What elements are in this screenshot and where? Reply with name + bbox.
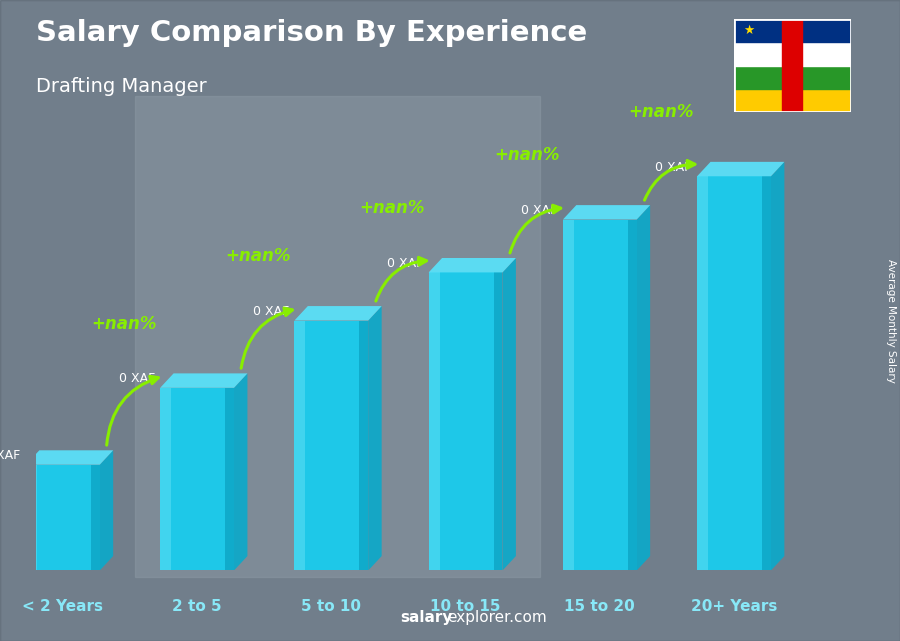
- Text: 20+: 20+: [0, 640, 1, 641]
- Bar: [734, 19, 850, 42]
- Bar: [562, 219, 636, 570]
- Polygon shape: [698, 162, 785, 176]
- Bar: [225, 388, 234, 570]
- Bar: [562, 219, 574, 570]
- Polygon shape: [636, 205, 650, 570]
- Text: Average Monthly Salary: Average Monthly Salary: [886, 258, 896, 383]
- Polygon shape: [368, 306, 382, 570]
- Bar: [91, 465, 100, 570]
- Bar: [493, 272, 502, 570]
- Text: < 2 Years: < 2 Years: [22, 599, 104, 614]
- Polygon shape: [294, 306, 382, 320]
- Polygon shape: [100, 450, 113, 570]
- Polygon shape: [562, 205, 650, 219]
- Bar: [628, 219, 636, 570]
- Polygon shape: [771, 162, 785, 570]
- Text: 20+ Years: 20+ Years: [691, 599, 778, 614]
- Text: 5 to 10: 5 to 10: [302, 599, 361, 614]
- Text: 15: 15: [0, 640, 1, 641]
- Text: ★: ★: [742, 24, 754, 37]
- Text: +nan%: +nan%: [225, 247, 291, 265]
- Text: Years: Years: [0, 640, 1, 641]
- Text: 2 Years: 2 Years: [0, 640, 1, 641]
- Text: +nan%: +nan%: [628, 103, 694, 121]
- Text: to 20: to 20: [0, 640, 1, 641]
- Text: +nan%: +nan%: [494, 146, 560, 164]
- Text: explorer.com: explorer.com: [447, 610, 547, 625]
- Bar: [294, 320, 368, 570]
- Bar: [26, 465, 100, 570]
- Bar: [26, 465, 37, 570]
- Bar: [359, 320, 368, 570]
- Bar: [734, 65, 850, 89]
- Text: 10: 10: [0, 640, 1, 641]
- Text: +nan%: +nan%: [360, 199, 425, 217]
- Bar: [698, 176, 771, 570]
- Text: Salary Comparison By Experience: Salary Comparison By Experience: [36, 19, 587, 47]
- Text: 2: 2: [0, 640, 1, 641]
- Polygon shape: [428, 258, 516, 272]
- Bar: [135, 96, 540, 577]
- Text: +nan%: +nan%: [91, 315, 157, 333]
- Bar: [762, 176, 771, 570]
- Text: 2 to 5: 2 to 5: [172, 599, 222, 614]
- Bar: [782, 19, 802, 112]
- Text: 0 XAF: 0 XAF: [119, 372, 155, 385]
- Bar: [428, 272, 440, 570]
- Text: 0 XAF: 0 XAF: [0, 449, 21, 462]
- Bar: [698, 176, 708, 570]
- Polygon shape: [234, 373, 248, 570]
- Bar: [294, 320, 305, 570]
- Polygon shape: [26, 450, 113, 465]
- Text: 0 XAF: 0 XAF: [387, 257, 423, 270]
- Text: 10 to 15: 10 to 15: [430, 599, 500, 614]
- Text: to 5: to 5: [0, 640, 1, 641]
- Text: 0 XAF: 0 XAF: [655, 161, 692, 174]
- Text: 5: 5: [0, 640, 1, 641]
- Bar: [160, 388, 234, 570]
- Text: 15 to 20: 15 to 20: [564, 599, 635, 614]
- Text: to 15: to 15: [0, 640, 1, 641]
- Text: 0 XAF: 0 XAF: [521, 204, 557, 217]
- Bar: [160, 388, 171, 570]
- Bar: [428, 272, 502, 570]
- Text: 0 XAF: 0 XAF: [253, 305, 289, 318]
- Text: salary: salary: [400, 610, 453, 625]
- Bar: [734, 42, 850, 66]
- Polygon shape: [502, 258, 516, 570]
- Text: <: <: [0, 640, 1, 641]
- Polygon shape: [160, 373, 248, 388]
- Text: Drafting Manager: Drafting Manager: [36, 77, 207, 96]
- Text: to 10: to 10: [0, 640, 1, 641]
- Bar: [734, 89, 850, 112]
